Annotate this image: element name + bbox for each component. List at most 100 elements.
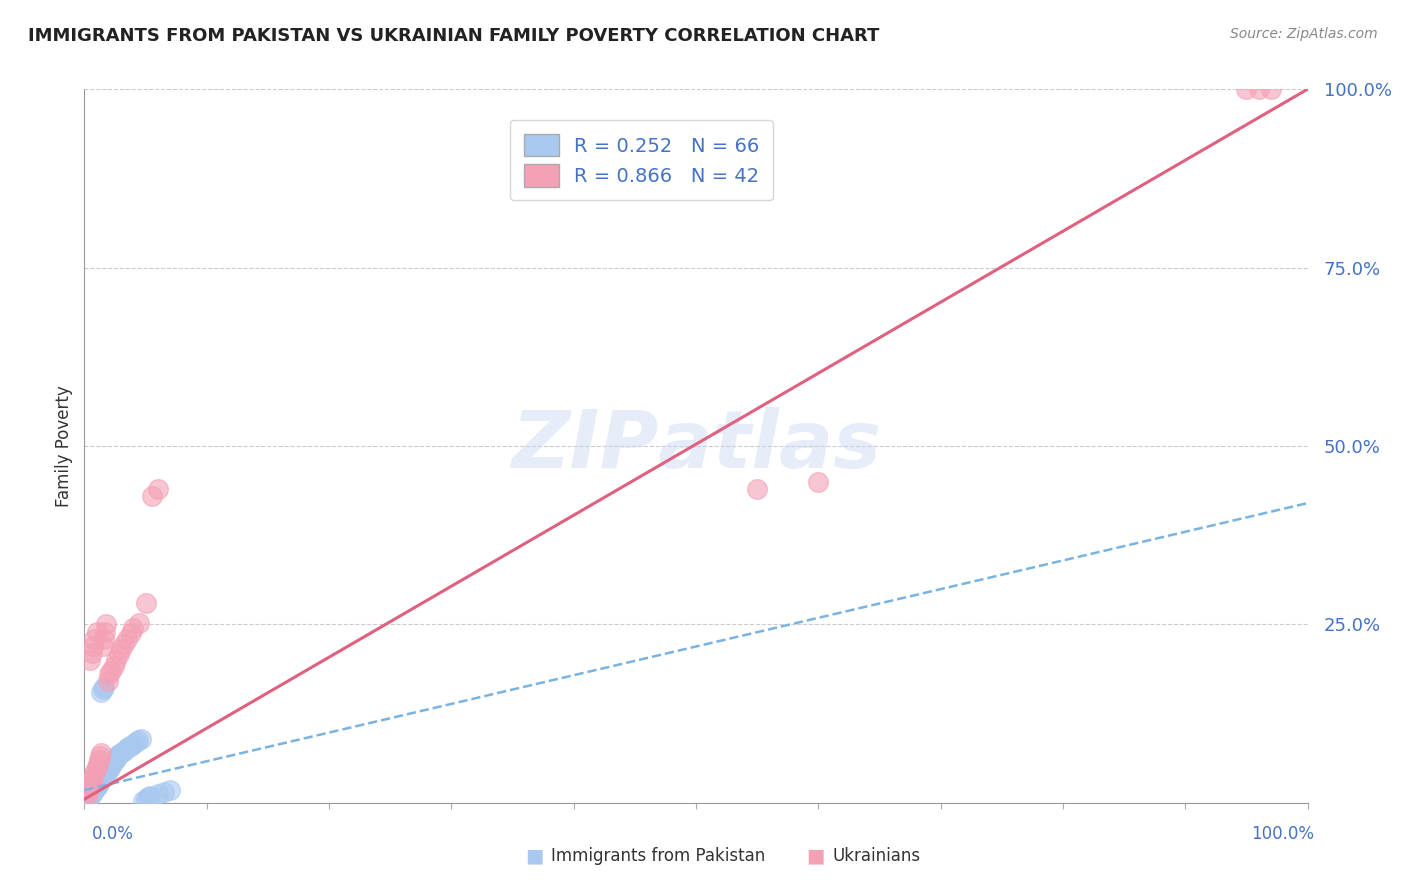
Point	[96, 765, 118, 780]
Text: Ukrainians: Ukrainians	[832, 847, 921, 865]
Point	[127, 733, 149, 747]
Point	[120, 739, 142, 753]
Point	[128, 615, 150, 630]
Point	[1234, 82, 1257, 96]
Point	[75, 792, 97, 806]
Point	[79, 653, 101, 667]
Point	[89, 774, 111, 789]
Point	[76, 789, 98, 803]
Point	[76, 789, 98, 803]
Point	[79, 778, 101, 792]
Point	[115, 632, 138, 646]
Point	[1260, 82, 1282, 96]
Point	[117, 740, 139, 755]
Point	[125, 735, 148, 749]
Point	[79, 781, 101, 796]
Point	[94, 624, 117, 639]
Point	[91, 681, 114, 696]
Point	[135, 792, 157, 806]
Point	[94, 767, 117, 781]
Point	[80, 780, 103, 794]
Point	[84, 764, 107, 778]
Point	[84, 781, 107, 796]
Text: ZIP​atlas: ZIP​atlas	[510, 407, 882, 485]
Point	[112, 637, 135, 651]
Point	[105, 749, 128, 764]
Point	[77, 792, 100, 806]
Point	[87, 776, 110, 790]
Text: 0.0%: 0.0%	[91, 825, 134, 843]
Point	[100, 758, 122, 772]
Point	[104, 753, 127, 767]
Point	[86, 780, 108, 794]
Legend: R = 0.252   N = 66, R = 0.866   N = 42: R = 0.252 N = 66, R = 0.866 N = 42	[510, 120, 773, 200]
Point	[122, 621, 145, 635]
Point	[110, 642, 132, 657]
Point	[80, 774, 103, 789]
Point	[136, 790, 159, 805]
Point	[83, 771, 105, 785]
Point	[93, 680, 115, 694]
Point	[132, 794, 155, 808]
Point	[91, 771, 114, 785]
Point	[82, 778, 104, 792]
Point	[110, 746, 132, 760]
Point	[87, 778, 110, 792]
Point	[1247, 82, 1270, 96]
Point	[83, 783, 105, 797]
Point	[91, 639, 114, 653]
Point	[146, 482, 169, 496]
Point	[86, 760, 108, 774]
Point	[76, 794, 98, 808]
Point	[87, 756, 110, 771]
Point	[80, 787, 103, 801]
Point	[107, 648, 129, 662]
Point	[103, 658, 125, 673]
Point	[77, 785, 100, 799]
Point	[100, 664, 122, 678]
Point	[129, 731, 152, 746]
Point	[77, 790, 100, 805]
Point	[83, 776, 105, 790]
Point	[90, 746, 112, 760]
Point	[115, 742, 138, 756]
Text: Source: ZipAtlas.com: Source: ZipAtlas.com	[1230, 27, 1378, 41]
Point	[105, 751, 128, 765]
Text: ■: ■	[524, 847, 544, 866]
Point	[97, 762, 120, 776]
Point	[86, 624, 108, 639]
Point	[86, 772, 108, 787]
Point	[76, 790, 98, 805]
Point	[90, 772, 112, 787]
Point	[77, 787, 100, 801]
Point	[146, 787, 169, 801]
Point	[93, 769, 115, 783]
Point	[97, 667, 120, 681]
Point	[98, 760, 121, 774]
Point	[97, 764, 120, 778]
Point	[105, 653, 128, 667]
Point	[82, 771, 104, 785]
Text: Immigrants from Pakistan: Immigrants from Pakistan	[551, 847, 765, 865]
Point	[82, 774, 104, 789]
Point	[84, 774, 107, 789]
Point	[79, 789, 101, 803]
Point	[83, 632, 105, 646]
Point	[87, 753, 110, 767]
Y-axis label: Family Poverty: Family Poverty	[55, 385, 73, 507]
Point	[87, 769, 110, 783]
Point	[83, 767, 105, 781]
Point	[80, 776, 103, 790]
Text: IMMIGRANTS FROM PAKISTAN VS UKRAINIAN FAMILY POVERTY CORRELATION CHART: IMMIGRANTS FROM PAKISTAN VS UKRAINIAN FA…	[28, 27, 880, 45]
Point	[79, 778, 101, 792]
Point	[89, 767, 111, 781]
Point	[141, 489, 163, 503]
Point	[77, 785, 100, 799]
Point	[77, 781, 100, 796]
Point	[96, 617, 118, 632]
Point	[120, 626, 142, 640]
Point	[139, 789, 162, 803]
Point	[122, 737, 145, 751]
Point	[135, 596, 157, 610]
Point	[82, 639, 104, 653]
